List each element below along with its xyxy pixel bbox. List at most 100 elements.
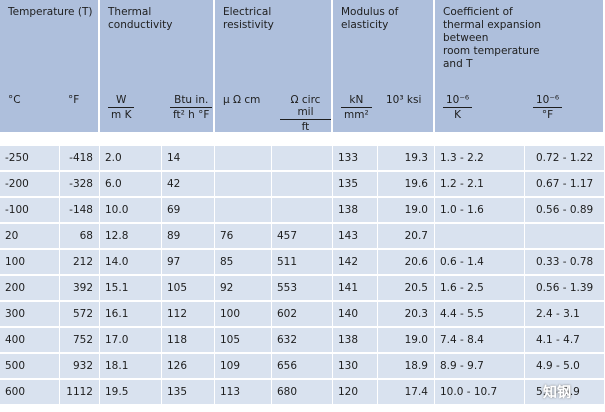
- unit-fraction: 10⁻⁶ °F: [533, 94, 563, 121]
- table-cell: 20.6: [378, 250, 435, 276]
- cell-text: 14.0: [105, 256, 129, 268]
- table-cell: 76: [215, 224, 272, 250]
- cell-text: 0.67 - 1.17: [536, 178, 594, 190]
- cell-text: -418: [69, 152, 93, 164]
- table-cell: 118: [162, 328, 215, 354]
- cell-text: 17.0: [105, 334, 129, 346]
- unit: 10⁻⁶ °F: [533, 94, 563, 121]
- cell-text: 118: [167, 334, 188, 346]
- table-cell: 17.0: [100, 328, 162, 354]
- table-cell: 142: [333, 250, 378, 276]
- watermark: 知钢: [543, 385, 571, 401]
- cell-text: 19.0: [404, 334, 428, 346]
- table-cell: [435, 224, 525, 250]
- table-cell: 1.6 - 2.5: [435, 276, 525, 302]
- unit-numerator: Btu in.: [170, 94, 213, 108]
- cell-text: 0.56 - 1.39: [536, 282, 594, 294]
- unit-text: °C: [8, 94, 21, 106]
- table-cell: 138: [333, 198, 378, 224]
- cell-text: 500: [5, 360, 26, 372]
- table-cell: 500: [0, 354, 60, 380]
- table-cell: [215, 198, 272, 224]
- table-cell: 300: [0, 302, 60, 328]
- unit-denominator: ft: [301, 121, 310, 133]
- table-cell: -328: [60, 172, 100, 198]
- table-cell: 511: [272, 250, 333, 276]
- group-title: Modulus of elasticity: [341, 6, 399, 31]
- table-cell: 15.1: [100, 276, 162, 302]
- cell-text: 92: [220, 282, 234, 294]
- cell-text: 1112: [66, 386, 93, 398]
- cell-text: 4.9 - 5.0: [536, 360, 580, 372]
- unit: 10³ ksi: [386, 94, 421, 106]
- table-cell: 19.0: [378, 198, 435, 224]
- cell-text: 0.33 - 0.78: [536, 256, 594, 268]
- table-cell: -148: [60, 198, 100, 224]
- unit-text: μ Ω cm: [223, 94, 261, 106]
- cell-text: 400: [5, 334, 26, 346]
- table-cell: 400: [0, 328, 60, 354]
- table-cell: 4.9 - 5.0: [525, 354, 605, 380]
- table-cell: 5.6 - 5.9: [525, 380, 605, 406]
- cell-text: 0.56 - 0.89: [536, 204, 594, 216]
- cell-text: 100: [5, 256, 26, 268]
- table-cell: [215, 172, 272, 198]
- unit-denominator: K: [454, 109, 461, 121]
- table-cell: -418: [60, 146, 100, 172]
- table-cell: 752: [60, 328, 100, 354]
- cell-text: 932: [72, 360, 93, 372]
- cell-text: 20.7: [404, 230, 428, 242]
- table-cell: 69: [162, 198, 215, 224]
- unit-fraction: Ω circ mil ft: [280, 94, 331, 133]
- table-cell: 16.1: [100, 302, 162, 328]
- unit-numerator: 10⁻⁶: [443, 94, 473, 108]
- unit-text: 10³ ksi: [386, 94, 422, 106]
- unit: kN mm²: [341, 94, 372, 121]
- table-cell: [272, 198, 333, 224]
- table-cell: 0.67 - 1.17: [525, 172, 605, 198]
- header-group: Temperature (T) °C °F: [0, 0, 98, 132]
- table-cell: 14.0: [100, 250, 162, 276]
- cell-text: 19.3: [404, 152, 428, 164]
- cell-text: 133: [338, 152, 359, 164]
- unit-fraction: kN mm²: [341, 94, 372, 121]
- cell-text: 632: [277, 334, 298, 346]
- cell-text: 8.9 - 9.7: [440, 360, 484, 372]
- table-cell: 680: [272, 380, 333, 406]
- cell-text: 1.2 - 2.1: [440, 178, 484, 190]
- cell-text: 20: [5, 230, 19, 242]
- table-cell: 1.3 - 2.2: [435, 146, 525, 172]
- cell-text: -200: [5, 178, 29, 190]
- cell-text: 2.0: [105, 152, 122, 164]
- table-cell: 6.0: [100, 172, 162, 198]
- table-cell: 100: [0, 250, 60, 276]
- table-cell: -200: [0, 172, 60, 198]
- cell-text: 457: [277, 230, 298, 242]
- unit-denominator: °F: [541, 109, 554, 121]
- table-cell: 572: [60, 302, 100, 328]
- table-cell: 19.6: [378, 172, 435, 198]
- unit: Ω circ mil ft: [280, 94, 331, 133]
- table-cell: 68: [60, 224, 100, 250]
- cell-text: 0.6 - 1.4: [440, 256, 484, 268]
- table-cell: 553: [272, 276, 333, 302]
- table-cell: 0.72 - 1.22: [525, 146, 605, 172]
- cell-text: 752: [72, 334, 93, 346]
- table-cell: 113: [215, 380, 272, 406]
- table-cell: 457: [272, 224, 333, 250]
- unit-numerator: W: [108, 94, 135, 108]
- cell-text: 19.5: [105, 386, 129, 398]
- table-cell: 120: [333, 380, 378, 406]
- cell-text: 20.5: [404, 282, 428, 294]
- cell-text: 1.6 - 2.5: [440, 282, 484, 294]
- cell-text: 105: [167, 282, 188, 294]
- group-title: Coefficient of thermal expansion between…: [443, 6, 541, 70]
- table-cell: 130: [333, 354, 378, 380]
- cell-text: 1.3 - 2.2: [440, 152, 484, 164]
- cell-text: 18.9: [404, 360, 428, 372]
- cell-text: 10.0 - 10.7: [440, 386, 498, 398]
- table-cell: 0.56 - 0.89: [525, 198, 605, 224]
- table-cell: 135: [162, 380, 215, 406]
- cell-text: 20.6: [404, 256, 428, 268]
